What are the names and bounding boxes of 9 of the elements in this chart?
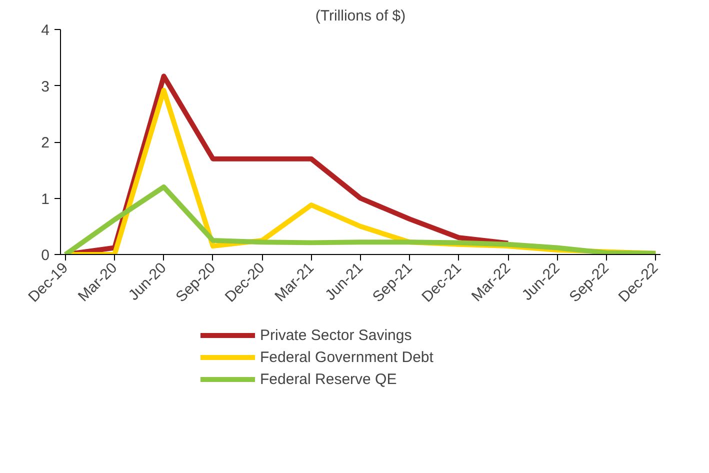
y-tick-label: 4	[41, 22, 50, 39]
legend-label: Private Sector Savings	[260, 326, 412, 344]
y-tick-label: 2	[41, 134, 50, 152]
y-tick-label: 3	[41, 78, 50, 96]
legend-label: Federal Government Debt	[260, 348, 434, 366]
y-tick-label: 0	[41, 247, 50, 264]
legend-label: Federal Reserve QE	[260, 370, 397, 388]
chart-subtitle: (Trillions of $)	[315, 8, 406, 24]
y-tick-label: 1	[41, 190, 50, 208]
